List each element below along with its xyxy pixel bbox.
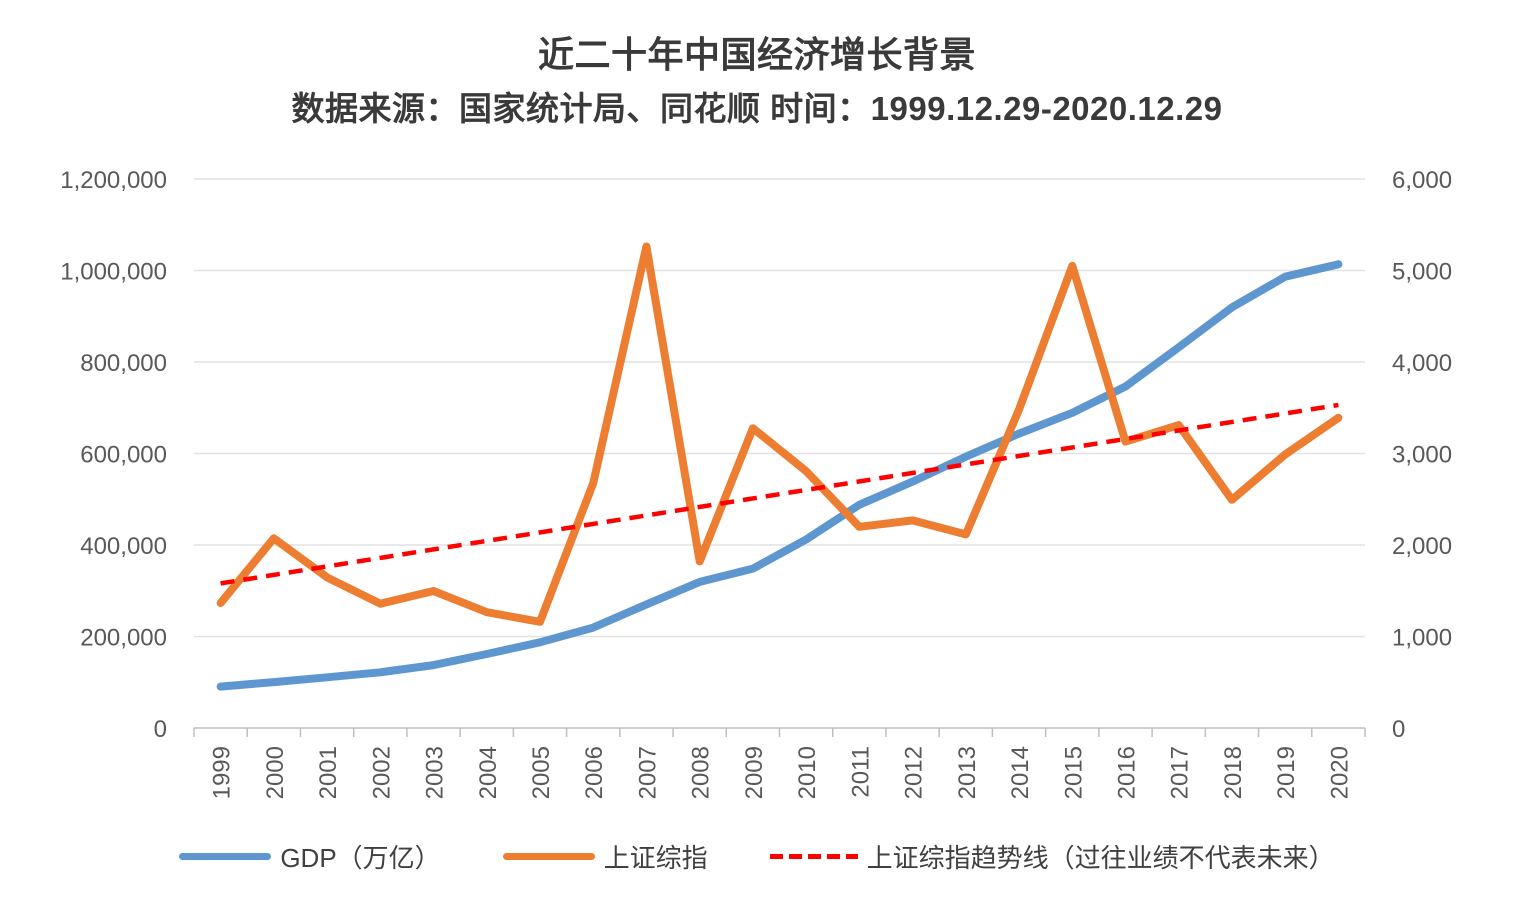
legend-item-sse-trend: 上证综指趋势线（过往业绩不代表未来） [769, 838, 1335, 875]
x-axis-label: 2019 [1273, 746, 1300, 799]
x-axis-label: 2008 [688, 746, 715, 799]
chart-subtitle: 数据来源：国家统计局、同花顺 时间：1999.12.29-2020.12.29 [291, 90, 1223, 127]
sse-trendline-swatch-icon [769, 853, 858, 859]
y-axis-label-left: 400,000 [80, 533, 167, 560]
x-axis-label: 2007 [634, 746, 661, 799]
x-axis-label: 2014 [1007, 746, 1034, 799]
y-axis-label-left: 1,200,000 [60, 167, 167, 194]
x-axis-label: 2009 [741, 746, 768, 799]
x-axis-label: 2000 [262, 746, 289, 799]
y-axis-label-left: 800,000 [80, 350, 167, 377]
x-axis-label: 2017 [1167, 746, 1194, 799]
y-axis-label-right: 3,000 [1392, 442, 1452, 469]
chart-legend: GDP（万亿） 上证综指 上证综指趋势线（过往业绩不代表未来） [0, 836, 1514, 876]
y-axis-label-left: 600,000 [80, 442, 167, 469]
gdp-line [216, 260, 1343, 691]
x-axis-label: 2020 [1326, 746, 1353, 799]
legend-item-gdp: GDP（万亿） [179, 838, 441, 875]
legend-label-gdp: GDP（万亿） [280, 842, 441, 873]
x-axis-label: 2010 [794, 746, 821, 799]
x-axis-label: 2016 [1113, 746, 1140, 799]
x-axis-label: 2018 [1220, 746, 1247, 799]
chart-title: 近二十年中国经济增长背景 [537, 34, 976, 75]
y-axis-label-right: 2,000 [1392, 533, 1452, 560]
y-axis-label-left: 0 [154, 716, 167, 743]
x-axis-label: 2004 [475, 746, 502, 799]
sse-trend-line [220, 402, 1339, 586]
y-axis-label-right: 0 [1392, 716, 1405, 743]
x-axis-label: 2005 [528, 746, 555, 799]
x-axis-label: 2006 [581, 746, 608, 799]
gdp-line-swatch-icon [179, 852, 272, 860]
y-axis-label-left: 200,000 [80, 625, 167, 652]
sse-line [216, 242, 1343, 626]
x-axis-label: 2001 [315, 746, 342, 799]
y-axis-label-right: 1,000 [1392, 625, 1452, 652]
x-axis-label: 1999 [209, 746, 236, 799]
x-axis-label: 2011 [847, 746, 874, 798]
legend-label-sse-trend: 上证综指趋势线（过往业绩不代表未来） [866, 842, 1335, 873]
x-axis-label: 2002 [368, 746, 395, 799]
x-axis-label: 2015 [1060, 746, 1087, 799]
y-axis-label-right: 5,000 [1392, 259, 1452, 286]
legend-label-sse: 上证综指 [603, 842, 708, 873]
x-axis-label: 2013 [954, 746, 981, 799]
y-axis-label-right: 6,000 [1392, 167, 1452, 194]
legend-item-sse: 上证综指 [502, 838, 708, 875]
x-axis-label: 2003 [422, 746, 449, 799]
x-axis-label: 2012 [901, 746, 928, 799]
sse-line-swatch-icon [502, 852, 595, 860]
y-axis-label-left: 1,000,000 [60, 259, 167, 286]
y-axis-label-right: 4,000 [1392, 350, 1452, 377]
